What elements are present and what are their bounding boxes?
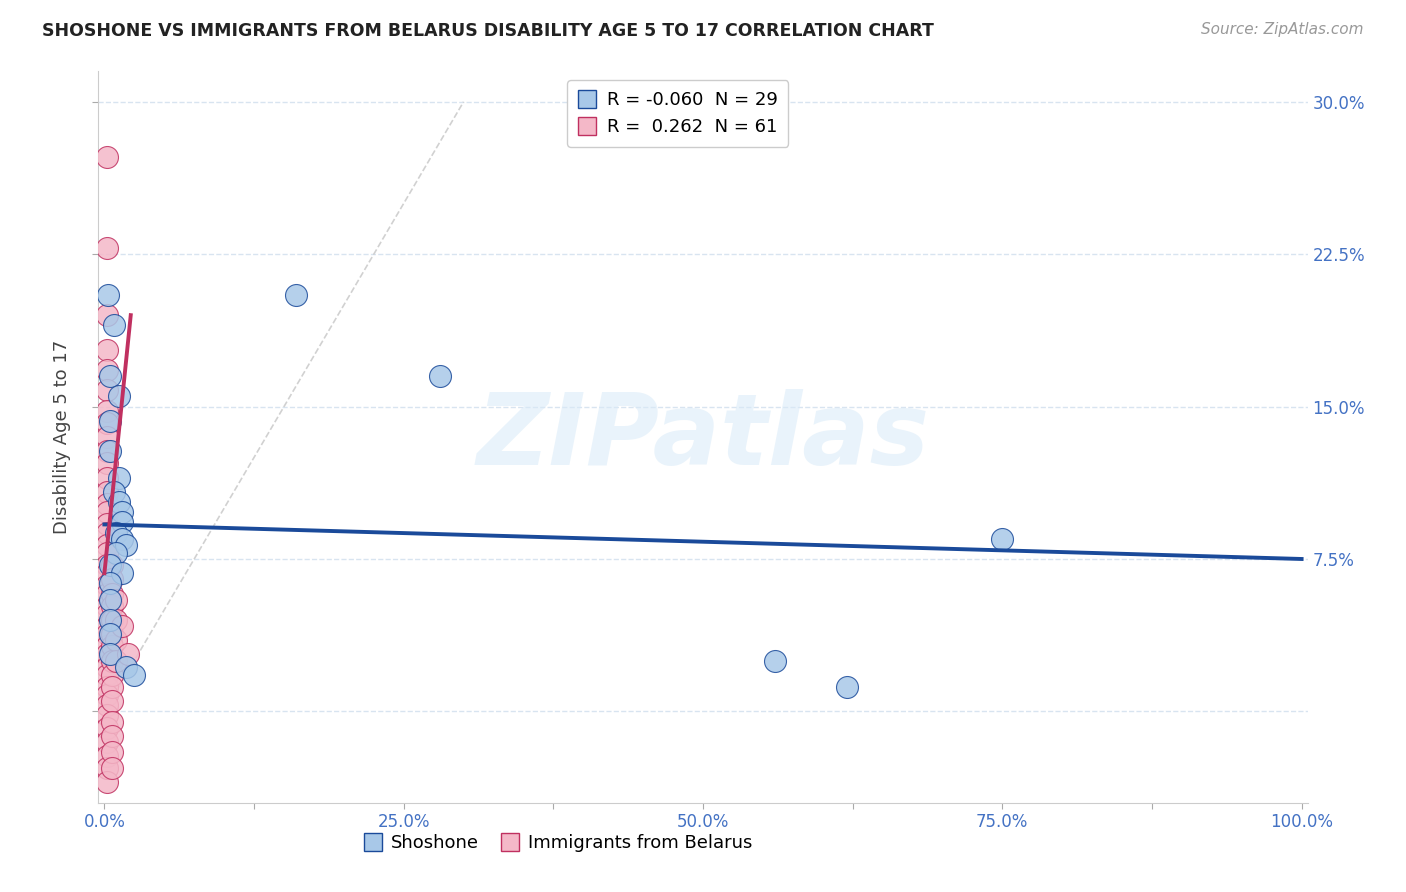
Point (100, 613, 122, 627)
Point (96, 698, 118, 713)
Point (100, 694, 122, 708)
Point (96, 775, 118, 789)
Point (111, 505, 134, 519)
Point (96, 607, 118, 621)
Point (100, 745, 122, 759)
Point (96, 619, 118, 633)
Point (96, 640, 118, 654)
Point (429, 369, 451, 384)
Y-axis label: Disability Age 5 to 17: Disability Age 5 to 17 (53, 340, 72, 534)
Point (103, 485, 125, 500)
Point (96, 403, 118, 417)
Point (96, 538, 118, 552)
Point (100, 627, 122, 641)
Point (111, 516, 134, 530)
Point (96, 586, 118, 600)
Point (991, 532, 1014, 546)
Point (96, 363, 118, 377)
Point (96, 546, 118, 560)
Point (115, 659, 138, 673)
Point (100, 729, 122, 743)
Point (96, 525, 118, 540)
Point (100, 667, 122, 682)
Point (97, 288, 120, 302)
Point (100, 640, 122, 654)
Point (96, 343, 118, 357)
Point (100, 572, 122, 586)
Point (105, 525, 128, 540)
Point (96, 680, 118, 694)
Point (100, 576, 122, 591)
Point (96, 457, 118, 471)
Point (96, 761, 118, 775)
Point (96, 659, 118, 673)
Point (96, 150, 118, 164)
Point (96, 430, 118, 444)
Point (96, 688, 118, 702)
Point (96, 416, 118, 430)
Point (96, 485, 118, 500)
Point (284, 288, 307, 302)
Point (96, 667, 118, 682)
Point (96, 708, 118, 723)
Point (100, 599, 122, 613)
Point (96, 627, 118, 641)
Point (96, 444, 118, 458)
Point (103, 318, 125, 333)
Point (105, 654, 128, 668)
Point (100, 627, 122, 641)
Legend: Shoshone, Immigrants from Belarus: Shoshone, Immigrants from Belarus (357, 827, 759, 860)
Point (96, 505, 118, 519)
Point (124, 667, 146, 682)
Point (100, 648, 122, 662)
Point (107, 495, 129, 509)
Text: ZIPatlas: ZIPatlas (477, 389, 929, 485)
Point (100, 369, 122, 384)
Point (100, 714, 122, 729)
Point (100, 558, 122, 573)
Point (100, 558, 122, 573)
Point (105, 613, 128, 627)
Point (100, 586, 122, 600)
Text: SHOSHONE VS IMMIGRANTS FROM BELARUS DISABILITY AGE 5 TO 17 CORRELATION CHART: SHOSHONE VS IMMIGRANTS FROM BELARUS DISA… (42, 22, 934, 40)
Point (96, 471, 118, 485)
Point (96, 384, 118, 398)
Point (100, 592, 122, 607)
Point (96, 749, 118, 764)
Point (100, 654, 122, 668)
Point (105, 546, 128, 560)
Point (96, 599, 118, 613)
Point (96, 566, 118, 581)
Point (763, 654, 786, 668)
Point (107, 471, 129, 485)
Point (96, 578, 118, 592)
Point (96, 648, 118, 662)
Point (115, 538, 138, 552)
Point (835, 680, 858, 694)
Point (100, 680, 122, 694)
Point (107, 389, 129, 403)
Text: Source: ZipAtlas.com: Source: ZipAtlas.com (1201, 22, 1364, 37)
Point (117, 648, 139, 662)
Point (111, 566, 134, 581)
Point (96, 497, 118, 511)
Point (111, 532, 134, 546)
Point (111, 619, 134, 633)
Point (100, 414, 122, 428)
Point (105, 633, 128, 648)
Point (96, 308, 118, 322)
Point (96, 241, 118, 255)
Point (100, 444, 122, 458)
Point (105, 592, 128, 607)
Point (96, 517, 118, 532)
Point (96, 735, 118, 749)
Point (96, 558, 118, 573)
Point (100, 761, 122, 775)
Point (96, 721, 118, 735)
Point (100, 613, 122, 627)
